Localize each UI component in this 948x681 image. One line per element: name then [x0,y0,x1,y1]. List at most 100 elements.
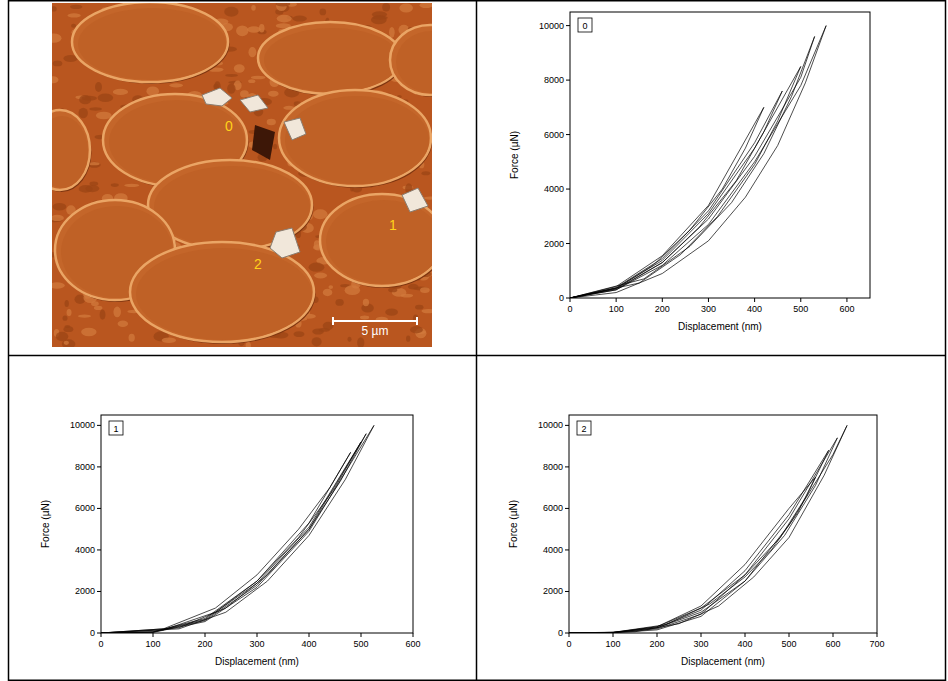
afm-grain [65,300,69,307]
afm-grain [240,90,249,97]
y-tick [565,425,569,426]
afm-grain [79,95,91,104]
x-tick [877,633,878,637]
afm-grain [129,334,135,342]
afm-grain [314,273,327,279]
afm-grain [94,306,103,310]
y-axis-title: Force (µN) [508,500,519,548]
afm-particle [202,88,232,106]
afm-grain [420,3,432,8]
afm-grain [360,315,369,319]
afm-grain [53,60,63,66]
x-tick [754,298,755,302]
x-tick [361,633,362,637]
afm-grain [71,24,76,28]
afm-grain [53,203,67,211]
afm-grain [251,76,266,80]
y-tick-label: 8000 [544,75,564,85]
afm-label: 0 [225,118,233,134]
afm-grain [323,322,334,330]
x-tick-label: 200 [655,304,670,314]
afm-grain [169,83,183,87]
afm-grain [227,83,235,93]
afm-grain [406,335,410,341]
panel-label: 1 [113,424,118,434]
y-tick-label: 6000 [544,130,564,140]
x-tick [800,298,801,302]
afm-grain-domain [279,90,431,186]
y-tick [97,466,101,467]
afm-grain [313,209,328,219]
y-tick [566,80,570,81]
afm-grain [63,326,73,332]
afm-grain [248,47,256,57]
x-tick [846,298,847,302]
x-tick-label: 500 [781,639,796,649]
y-tick-label: 6000 [75,503,95,513]
afm-grain [389,27,395,38]
y-tick-label: 2000 [544,239,564,249]
afm-grain [67,309,72,316]
y-tick-label: 4000 [544,184,564,194]
x-tick [745,633,746,637]
y-tick [565,633,569,634]
afm-grain [113,307,121,318]
afm-grain [96,112,112,120]
plot-frame [569,415,877,633]
chart-panel: 0100200300400500600020004000600080001000… [509,12,870,332]
y-tick [565,591,569,592]
afm-grain [247,26,261,32]
afm-grain [63,316,68,321]
afm-grain [251,5,256,11]
afm-grain-domain [390,25,432,95]
afm-grain [113,89,128,95]
load-curve [570,37,815,298]
y-tick [97,508,101,509]
x-tick [616,298,617,302]
y-tick-label: 4000 [543,545,563,555]
x-tick-label: 100 [145,639,160,649]
load-curve [101,452,351,633]
x-tick [789,633,790,637]
load-curve [570,107,764,298]
afm-grain [118,321,128,328]
x-tick-label: 600 [405,639,420,649]
x-tick [708,298,709,302]
y-tick [566,189,570,190]
y-axis-title: Force (µN) [509,131,520,179]
x-tick [205,633,206,637]
panel-label: 2 [581,424,586,434]
afm-grain [357,337,364,347]
x-tick [570,298,571,302]
afm-grain [385,309,398,316]
afm-grain [85,185,99,192]
afm-grain-domain [78,8,226,80]
afm-grain-domain [396,31,432,93]
afm-grain-domain [326,200,432,284]
y-tick-label: 6000 [543,503,563,513]
x-tick-label: 100 [609,304,624,314]
afm-ground [52,3,432,347]
afm-grain [111,183,119,187]
y-tick [566,134,570,135]
table-divider [9,355,946,357]
afm-grain [95,82,102,92]
afm-shadow [392,27,433,97]
table-border [9,1,946,681]
afm-grain [420,287,430,293]
x-tick-label: 600 [839,304,854,314]
x-tick [662,298,663,302]
load-curve [101,425,374,633]
x-tick [257,633,258,637]
afm-grain [293,16,307,22]
x-tick-label: 700 [869,639,884,649]
y-tick-label: 10000 [70,420,95,430]
afm-label: 1 [389,217,397,233]
y-tick [566,298,570,299]
afm-grain [421,309,432,313]
afm-grain [78,315,91,318]
y-tick [565,466,569,467]
afm-grain [422,171,431,175]
y-tick-label: 0 [559,293,564,303]
x-tick-label: 600 [825,639,840,649]
